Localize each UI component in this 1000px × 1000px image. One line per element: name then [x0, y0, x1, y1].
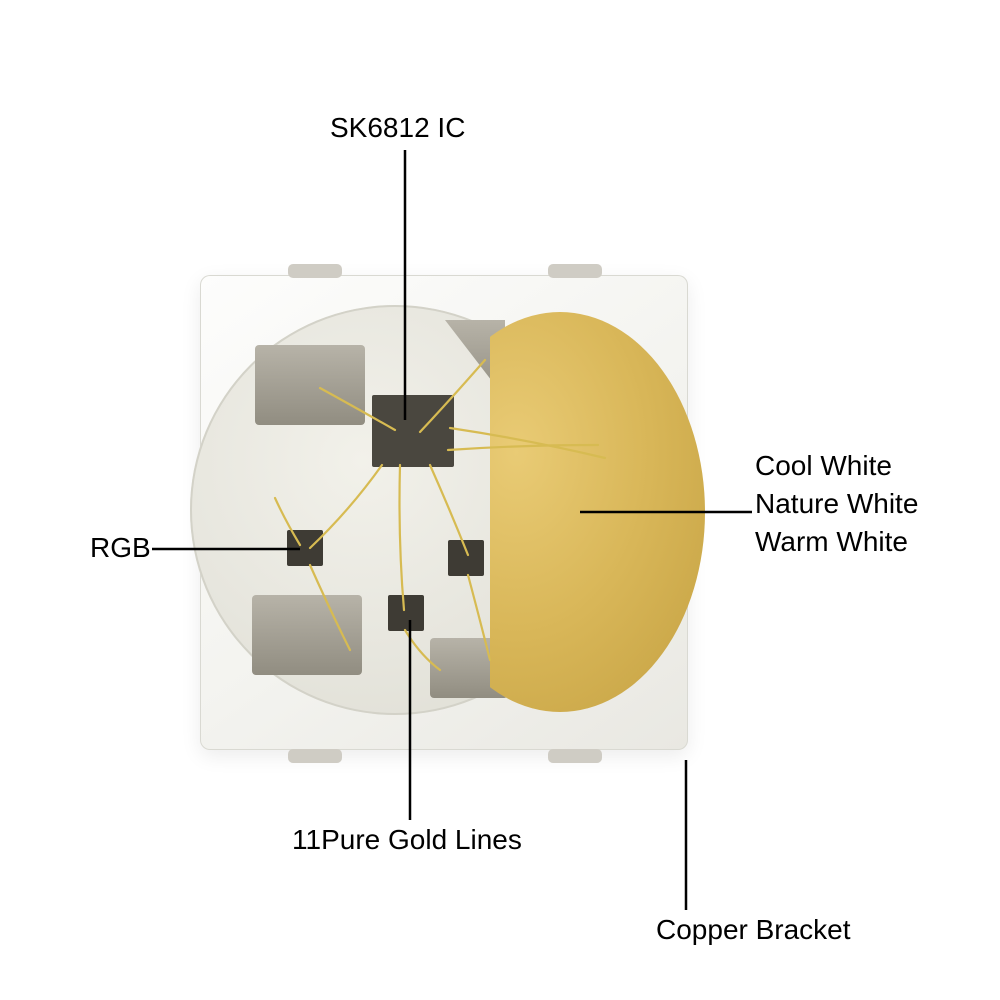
label-white-3: Warm White — [755, 526, 908, 558]
diagram-stage: { "canvas": { "width": 1000, "height": 1… — [0, 0, 1000, 1000]
label-rgb: RGB — [90, 532, 151, 564]
label-white-2: Nature White — [755, 488, 918, 520]
label-bracket: Copper Bracket — [656, 914, 851, 946]
label-white-1: Cool White — [755, 450, 892, 482]
label-gold: 11Pure Gold Lines — [292, 824, 522, 856]
label-ic: SK6812 IC — [330, 112, 465, 144]
